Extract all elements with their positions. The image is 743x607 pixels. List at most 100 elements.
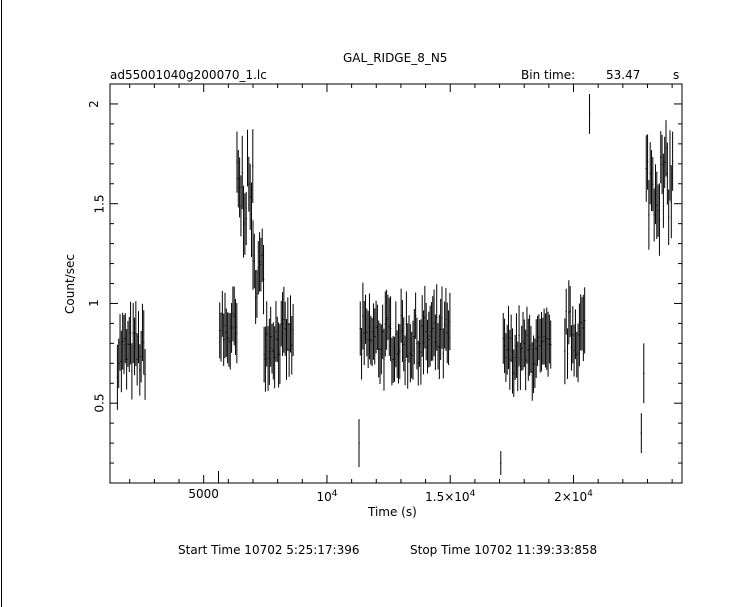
data-point	[287, 297, 289, 351]
axis-ticks	[110, 84, 682, 484]
data-point	[440, 298, 442, 360]
x-tick-label: 1.5×104	[425, 489, 476, 504]
data-point	[378, 320, 380, 378]
data-point	[285, 318, 288, 380]
data-point	[580, 294, 582, 351]
data-point	[136, 333, 138, 386]
data-point	[250, 182, 253, 258]
data-point	[240, 175, 242, 237]
data-point	[503, 318, 506, 374]
data-point	[131, 343, 133, 400]
data-point	[523, 319, 526, 368]
data-point	[652, 157, 654, 212]
data-point	[242, 185, 245, 258]
data-point	[277, 322, 280, 388]
data-point	[506, 324, 508, 375]
data-point	[140, 331, 142, 383]
data-point	[548, 314, 551, 364]
data-point	[573, 324, 575, 377]
data-point	[418, 320, 421, 367]
data-point	[292, 303, 294, 357]
data-point	[376, 304, 379, 350]
data-point	[276, 316, 278, 363]
data-point	[649, 142, 651, 205]
data-point	[271, 323, 273, 374]
data-point	[362, 282, 364, 350]
data-point	[125, 329, 128, 390]
data-point	[429, 305, 431, 367]
data-point	[122, 312, 124, 370]
data-point	[656, 171, 658, 239]
data-point	[527, 318, 529, 381]
data-point	[536, 315, 539, 366]
data-point	[521, 325, 523, 371]
data-point	[360, 327, 363, 380]
data-point	[507, 305, 510, 369]
data-point	[358, 419, 360, 468]
data-point	[505, 333, 507, 382]
data-point	[246, 129, 249, 187]
data-point	[379, 323, 381, 385]
data-point	[646, 134, 649, 190]
data-point	[261, 228, 263, 282]
data-point	[252, 220, 254, 290]
data-point	[382, 304, 384, 359]
data-point	[648, 180, 650, 250]
data-point	[234, 298, 237, 356]
data-point	[118, 338, 120, 389]
data-point	[417, 340, 419, 386]
data-point	[582, 294, 585, 362]
data-point	[280, 300, 282, 347]
y-tick-label: 1.5	[92, 194, 107, 214]
data-point	[262, 244, 265, 315]
data-point	[522, 311, 524, 370]
data-point	[257, 241, 259, 295]
data-point	[387, 294, 389, 341]
data-point	[230, 302, 233, 353]
data-point	[671, 131, 674, 191]
data-point	[392, 335, 394, 384]
data-point	[434, 314, 437, 371]
bin-time-unit: s	[673, 68, 680, 82]
data-point	[283, 286, 285, 353]
data-point	[363, 300, 365, 366]
data-point	[364, 294, 367, 344]
y-axis-label: Count/sec	[62, 254, 77, 314]
data-point	[396, 330, 398, 378]
data-point	[273, 326, 276, 389]
data-point	[666, 142, 669, 205]
data-point	[407, 323, 409, 389]
data-point	[220, 312, 222, 362]
data-point	[137, 311, 140, 364]
data-point	[568, 280, 570, 345]
data-point	[540, 311, 543, 372]
data-point	[252, 129, 254, 204]
data-point	[513, 349, 515, 398]
data-point	[359, 301, 361, 356]
data-point	[511, 328, 514, 394]
data-point	[428, 311, 430, 368]
data-point	[532, 335, 535, 394]
data-point	[404, 335, 406, 386]
x-axis-label: Time (s)	[368, 505, 417, 519]
data-point	[236, 303, 238, 364]
data-point	[254, 270, 257, 324]
data-point	[401, 300, 404, 363]
data-point	[519, 342, 522, 390]
data-point	[437, 322, 439, 370]
data-point	[577, 323, 579, 383]
data-point	[528, 314, 531, 376]
data-point	[570, 325, 573, 371]
data-point	[399, 324, 401, 380]
data-point	[388, 297, 390, 356]
data-point	[581, 297, 583, 351]
data-point	[650, 150, 653, 212]
data-point	[438, 314, 441, 380]
data-point	[281, 292, 284, 357]
data-point	[525, 329, 527, 391]
data-point	[572, 306, 574, 364]
data-point	[433, 289, 435, 357]
data-point	[129, 301, 132, 365]
data-point	[588, 93, 591, 134]
